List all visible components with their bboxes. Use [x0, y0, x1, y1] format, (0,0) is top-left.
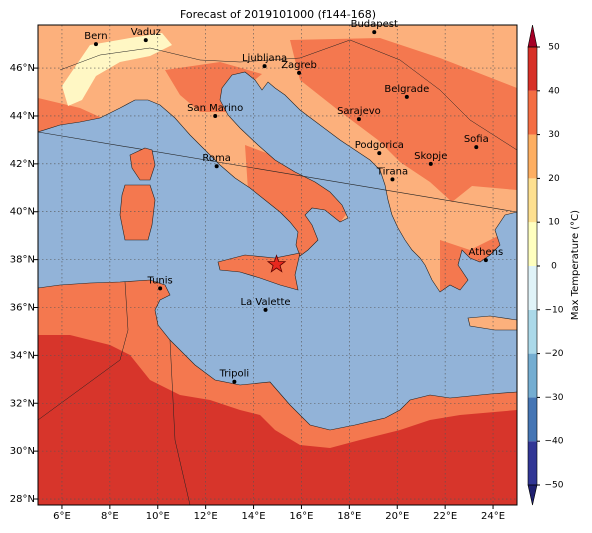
- x-tick-label: 10°E: [146, 511, 170, 522]
- colorbar-label: Max Temperature (°C): [570, 210, 581, 320]
- colorbar-tick-label: −40: [545, 437, 564, 447]
- city-dot: [377, 151, 382, 156]
- city-dot: [158, 286, 163, 291]
- city-label: Skopje: [414, 151, 447, 162]
- y-tick-label: 38°N: [10, 255, 35, 266]
- map-layer: [38, 25, 517, 505]
- city-label: Bern: [84, 31, 107, 42]
- y-tick-label: 28°N: [10, 494, 35, 505]
- border: [169, 339, 191, 505]
- x-tick-label: 8°E: [101, 511, 119, 522]
- city-label: Zagreb: [281, 60, 317, 71]
- colorbar-bin: [528, 222, 537, 266]
- city-dot: [93, 42, 98, 47]
- colorbar-tick-label: 40: [548, 86, 560, 96]
- city-label: Roma: [202, 153, 231, 164]
- city-label: La Valette: [241, 297, 291, 308]
- colorbar-bin: [528, 353, 537, 398]
- city-dot: [263, 307, 268, 312]
- colorbar-bin: [528, 397, 537, 442]
- x-tick-label: 22°E: [433, 511, 457, 522]
- x-tick-label: 24°E: [481, 511, 505, 522]
- colorbar-tick-label: 50: [548, 43, 560, 53]
- city-dot: [390, 177, 395, 182]
- colorbar-bin: [528, 134, 537, 179]
- colorbar-tick-label: −20: [545, 349, 564, 359]
- city-dot: [232, 379, 237, 384]
- y-tick-label: 46°N: [10, 63, 35, 74]
- city-dot: [404, 94, 409, 99]
- city-label: Tunis: [147, 275, 173, 286]
- map-frame: [37, 24, 518, 506]
- city-dot: [483, 258, 488, 263]
- city-label: Belgrade: [384, 84, 429, 95]
- city-dot: [474, 145, 479, 150]
- y-tick-label: 30°N: [10, 446, 35, 457]
- colorbar-tick-label: −10: [545, 305, 564, 315]
- city-dot: [213, 113, 218, 118]
- y-tick-label: 40°N: [10, 207, 35, 218]
- x-tick-label: 12°E: [194, 511, 218, 522]
- city-label: Sofia: [464, 134, 489, 145]
- city-label: Podgorica: [355, 140, 404, 151]
- colorbar-bin: [528, 47, 537, 91]
- x-tick-label: 18°E: [337, 511, 361, 522]
- land-warm: [290, 38, 517, 202]
- city-dot: [262, 64, 267, 69]
- border: [38, 281, 129, 421]
- colorbar-tick-label: 0: [551, 262, 557, 272]
- city-label: San Marino: [187, 103, 243, 114]
- city-dot: [428, 161, 433, 166]
- x-tick-label: 6°E: [53, 511, 71, 522]
- city-dot: [214, 164, 219, 169]
- x-tick-label: 20°E: [385, 511, 409, 522]
- colorbar-bin: [528, 90, 537, 135]
- coastline: [38, 71, 517, 293]
- location-marker: [266, 254, 287, 273]
- city-label: Sarajevo: [337, 106, 381, 117]
- city-dot: [372, 30, 377, 35]
- y-tick-label: 32°N: [10, 398, 35, 409]
- city-label: Tirana: [376, 166, 408, 177]
- colorbar-tick-label: 10: [548, 218, 560, 228]
- colorbar-tick-label: −30: [545, 393, 564, 403]
- colorbar-bin: [528, 441, 537, 485]
- border: [59, 39, 517, 151]
- y-tick-label: 42°N: [10, 159, 35, 170]
- city-label: Athens: [469, 247, 504, 258]
- y-tick-label: 36°N: [10, 302, 35, 313]
- city-dot: [143, 38, 148, 43]
- colorbar-tick-label: −50: [545, 481, 564, 491]
- crete: [467, 315, 517, 331]
- x-tick-label: 14°E: [242, 511, 266, 522]
- colorbar-under: [527, 484, 538, 506]
- y-tick-label: 34°N: [10, 350, 35, 361]
- colorbar-bin: [528, 266, 537, 310]
- city-dot: [356, 117, 361, 122]
- city-dot: [297, 70, 302, 75]
- land-cool: [62, 33, 172, 106]
- colorbar-tick-label: 30: [548, 130, 560, 140]
- coastline: [38, 279, 517, 431]
- colorbar-bin: [528, 309, 537, 354]
- city-label: Tripoli: [219, 369, 250, 380]
- colorbar-bin: [528, 178, 537, 223]
- title: Forecast of 2019101000 (f144-168): [180, 8, 376, 21]
- colorbar-tick-label: 20: [548, 174, 560, 184]
- sardinia: [119, 184, 156, 241]
- y-tick-label: 44°N: [10, 111, 35, 122]
- colorbar-over: [527, 24, 538, 48]
- x-tick-label: 16°E: [289, 511, 313, 522]
- city-label: Vaduz: [131, 27, 161, 38]
- city-label: Ljubljana: [242, 53, 287, 64]
